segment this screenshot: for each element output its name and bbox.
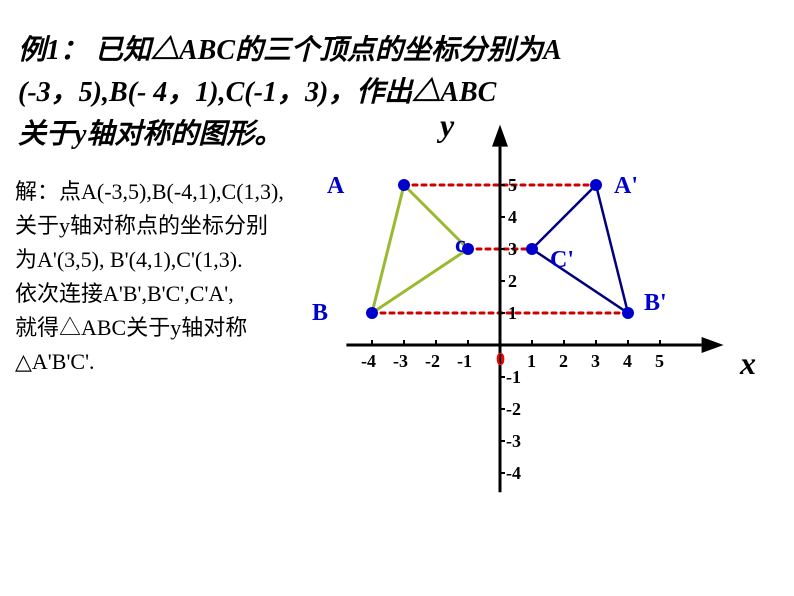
solution-line1: 解：点A(-3,5),B(-4,1),C(1,3),: [15, 179, 284, 204]
tick-label: -1: [457, 351, 472, 372]
solution-text: 解：点A(-3,5),B(-4,1),C(1,3), 关于y轴对称点的坐标分别 …: [15, 175, 325, 380]
tick-label: 3: [508, 239, 517, 260]
tick-label: -1: [506, 367, 521, 388]
tick-label: -2: [425, 351, 440, 372]
tick-label: 5: [508, 175, 517, 196]
solution-line2: 关于y轴对称点的坐标分别: [15, 213, 268, 238]
tick-label: 2: [508, 271, 517, 292]
tick-label: -2: [506, 399, 521, 420]
tick-label: 1: [527, 351, 536, 372]
chart-area: [300, 110, 780, 580]
point-label-B: B: [312, 300, 328, 327]
tick-label: 2: [559, 351, 568, 372]
tick-label: 4: [623, 351, 632, 372]
problem-line2: (-3，5),B(- 4，1),C(-1，3)，作出△ABC: [18, 77, 496, 108]
point-label-Cp: C': [550, 247, 574, 274]
point-label-C: c: [455, 232, 466, 259]
solution-line3: 为A'(3,5), B'(4,1),C'(1,3).: [15, 247, 243, 272]
tick-label: 0: [496, 349, 505, 370]
problem-line3: 关于y轴对称的图形。: [18, 119, 282, 150]
solution-line5: 就得△ABC关于y轴对称: [15, 315, 247, 340]
tick-label: -4: [506, 463, 521, 484]
coordinate-chart: [300, 110, 780, 580]
tick-label: -3: [393, 351, 408, 372]
tick-label: 4: [508, 207, 517, 228]
solution-line4: 依次连接A'B',B'C',C'A',: [15, 281, 234, 306]
tick-label: 3: [591, 351, 600, 372]
problem-line1: 例1： 已知△ABC的三个顶点的坐标分别为A: [18, 35, 562, 66]
point-label-A: A: [327, 173, 344, 200]
point-label-Bp: B': [644, 290, 667, 317]
tick-label: -4: [361, 351, 376, 372]
tick-label: 1: [508, 303, 517, 324]
solution-line6: △A'B'C'.: [15, 349, 95, 374]
tick-label: -3: [506, 431, 521, 452]
point-label-Ap: A': [614, 173, 638, 200]
tick-label: 5: [655, 351, 664, 372]
